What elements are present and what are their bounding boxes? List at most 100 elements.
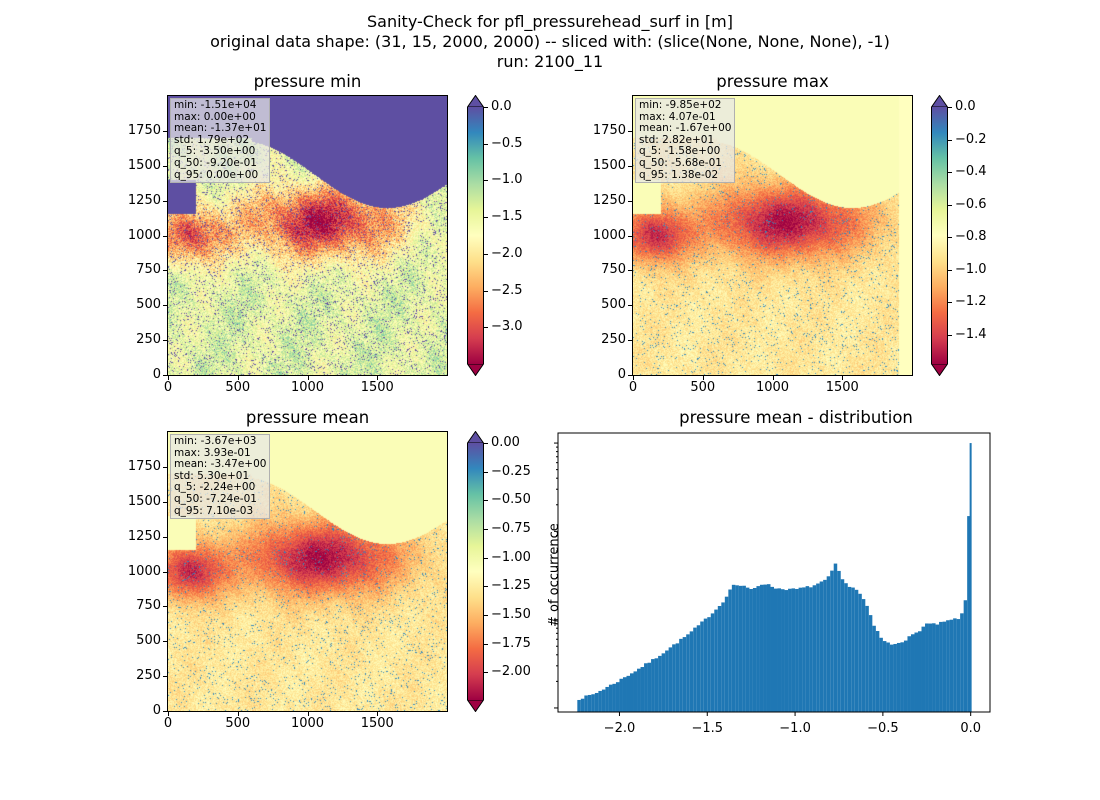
y-tick-label: 1750 [127,458,161,474]
colorbar-tick-mark [484,557,488,559]
histogram-bar [577,699,581,712]
stat-q50: q_50: -9.20e-01 [174,156,257,169]
colorbar-tick-label: −1.75 [491,635,531,651]
colorbar-tick-mark [484,643,488,645]
histogram-bar [644,663,648,712]
histogram-bar [721,602,725,712]
colorbar-extend-arrows [931,95,948,376]
histogram-bar [903,640,908,712]
colorbar-pressure-mean: 0.00 −0.25 −0.50 −0.75 −1.00 −1.25 −1.50 −1.75 −… [467,431,531,712]
colorbar-gradient [931,107,948,364]
colorbar-tick-label: −0.5 [491,135,523,151]
histogram-bar [879,637,883,712]
stats-box-pressure-mean: min: -3.67e+03 max: 3.93e-01 mean: -3.47… [170,434,271,520]
histogram-bar [717,605,722,712]
histogram-bar [672,644,676,712]
x-tick-label: 500 [225,716,251,731]
y-tick-label: 250 [601,332,626,348]
y-tick-mark [163,340,167,342]
histogram-bar [651,659,655,712]
histogram-bar [738,585,743,712]
x-tick-label: 0 [163,716,173,731]
histogram-bar [886,642,890,712]
y-tick-mark [163,606,167,608]
x-tick-label: 0 [628,380,638,395]
histogram-bar [872,625,876,712]
histogram-bar [791,588,796,712]
histogram-bar [742,585,746,712]
histogram-bar [654,658,659,712]
colorbar-tick-mark [948,302,952,304]
y-tick-mark [163,375,167,376]
histogram-bar [960,613,964,712]
x-tick-mark [237,376,239,380]
histogram-bar [759,584,764,712]
histogram-bar [939,621,943,712]
histogram-bar [619,678,623,712]
y-tick-mark [163,270,167,272]
stat-mean: mean: -1.37e+01 [174,122,267,135]
colorbar-extend-arrows [467,95,484,376]
suptitle-line-3: run: 2100_11 [496,52,604,71]
y-tick-mark [628,235,632,237]
stat-max: max: 4.07e-01 [639,110,716,123]
y-tick-label: 750 [136,598,161,614]
histogram-bar [893,643,897,712]
stat-max: max: 0.00e+00 [174,110,256,123]
x-tick-label: −1.5 [691,721,723,736]
colorbar-tick-label: −1.00 [491,549,531,565]
histogram-bar [967,516,971,712]
histogram-bar [823,579,827,712]
stat-max: max: 3.93e-01 [174,446,251,459]
y-tick-mark [163,676,167,678]
x-tick-mark [842,376,844,380]
suptitle-line-1: Sanity-Check for pfl_pressurehead_surf i… [367,12,733,31]
histogram-bar [949,619,954,712]
suptitle-line-2: original data shape: (31, 15, 2000, 2000… [210,32,890,51]
y-tick-label: 1750 [592,122,626,138]
stat-std: std: 5.30e+01 [174,469,250,482]
x-tick-label: 500 [690,380,716,395]
x-tick-mark [168,712,169,716]
stat-min: min: -3.67e+03 [174,435,257,447]
y-tick-label: 750 [136,262,161,278]
histogram-bar [805,586,810,712]
histogram-bar [781,589,785,712]
colorbar-tick-mark [484,529,488,531]
histogram-bar [731,584,736,712]
colorbar-tick-mark [948,204,952,206]
histogram-bar [745,587,750,712]
histogram-bar [875,631,880,712]
stat-q50: q_50: -5.68e-01 [639,156,722,169]
colorbar-tick-label: −1.0 [491,172,523,188]
histogram-bar [686,634,690,712]
colorbar-tick-label: −1.50 [491,607,531,623]
histogram-bar [907,636,911,712]
panel-title-pressure-min: pressure min [253,72,362,91]
y-tick-mark [163,571,167,573]
y-tick-mark [163,130,167,132]
y-tick-mark [628,270,632,272]
colorbar-tick-label: −1.4 [955,326,987,342]
histogram-bar [914,632,918,712]
stat-mean: mean: -1.67e+00 [639,122,732,135]
colorbar-tick-label: 0.00 [491,435,520,450]
heatmap-pressure-max: min: -9.85e+02 max: 4.07e-01 mean: -1.67… [632,95,913,376]
y-tick-label: 750 [601,262,626,278]
histogram-bar [956,619,961,712]
histogram-bar [700,621,704,712]
histogram-bar [689,631,694,712]
y-tick-mark [163,165,167,167]
colorbar-tick-label: −0.75 [491,521,531,537]
stat-min: min: -9.85e+02 [639,99,722,111]
stats-box-pressure-min: min: -1.51e+04 max: 0.00e+00 mean: -1.37… [170,98,271,184]
histogram-bar [626,675,630,712]
histogram-bar [749,588,753,712]
y-tick-mark [628,305,632,307]
colorbar-tick-mark [948,269,952,271]
colorbar-tick-mark [484,500,488,502]
colorbar-tick-label: −0.8 [955,229,987,245]
colorbar-tick-label: −0.50 [491,492,531,508]
y-tick-mark [163,711,167,712]
y-tick-mark [628,340,632,342]
